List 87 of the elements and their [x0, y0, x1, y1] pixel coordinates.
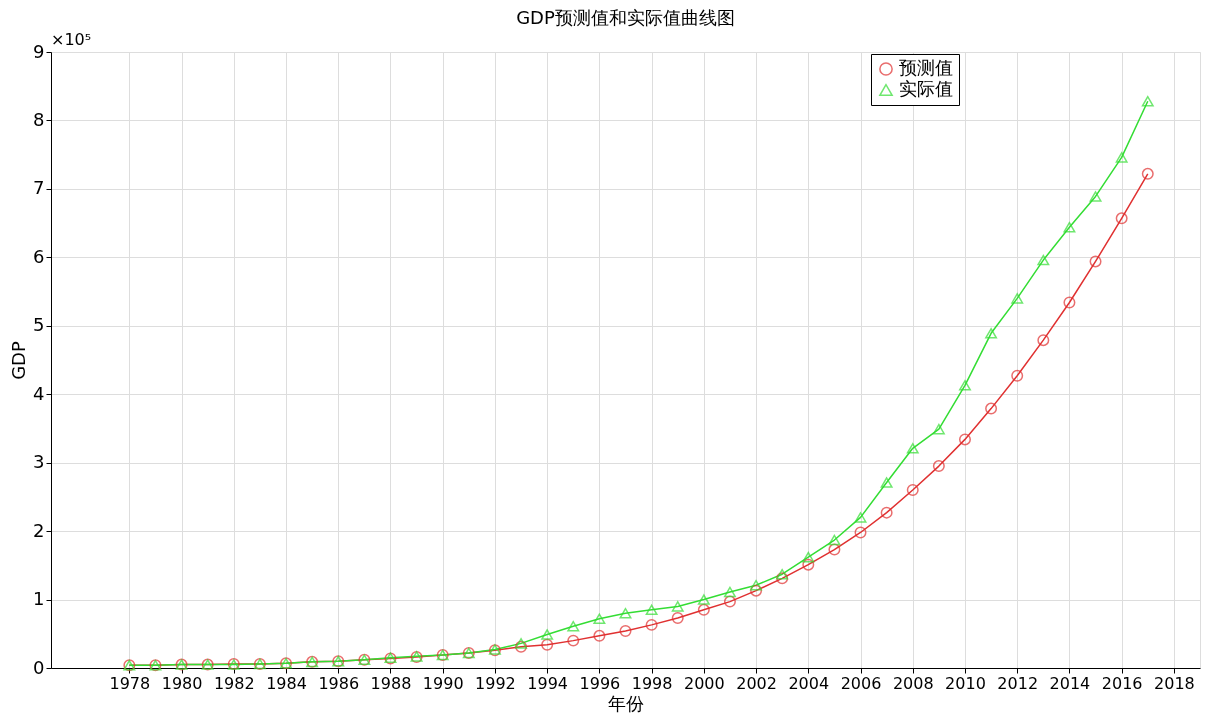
text: ×10⁵	[51, 30, 92, 49]
point	[880, 506, 893, 519]
point	[750, 584, 763, 597]
y-tick-label: 7	[33, 177, 45, 199]
point	[750, 579, 763, 591]
point	[1115, 212, 1128, 225]
point	[619, 625, 632, 638]
x-tick-label: 1978	[109, 673, 151, 693]
y-axis-title: GDP	[8, 341, 30, 380]
point	[645, 604, 658, 616]
y-tick-label: 4	[33, 382, 45, 404]
x-tick-label: 1990	[422, 673, 464, 693]
point	[1089, 191, 1102, 202]
x-tick-label: 2012	[997, 673, 1039, 693]
point	[1063, 296, 1076, 309]
point	[906, 443, 919, 454]
point	[880, 477, 893, 488]
point	[593, 613, 606, 625]
point	[515, 638, 528, 649]
point	[515, 640, 528, 653]
point	[906, 484, 919, 497]
point	[1037, 254, 1050, 266]
point	[1011, 293, 1024, 304]
point	[1063, 221, 1076, 233]
x-tick-label: 2008	[892, 673, 934, 693]
y-tick-label: 6	[33, 245, 45, 267]
legend-label: 预测值	[899, 57, 953, 78]
x-tick-label: 1992	[475, 673, 516, 693]
point	[697, 594, 710, 605]
point	[1115, 152, 1128, 163]
point	[671, 601, 684, 612]
point	[541, 638, 554, 651]
point	[1089, 255, 1102, 268]
x-axis-title: 年份	[608, 692, 644, 714]
point	[932, 423, 945, 435]
y-tick-label: 5	[33, 314, 45, 336]
point	[541, 629, 554, 640]
point	[567, 634, 580, 647]
point	[697, 603, 710, 616]
point	[723, 586, 736, 598]
y-tick-label: 8	[33, 108, 45, 130]
x-tick-label: 2016	[1101, 673, 1143, 693]
chart-title: GDP预测值和实际值曲线图	[516, 7, 735, 28]
x-tick-label: 2018	[1154, 673, 1195, 693]
point	[985, 328, 998, 339]
x-tick-label: 1982	[213, 673, 255, 693]
point	[593, 629, 606, 642]
x-tick-label: 1996	[579, 673, 621, 693]
point	[958, 380, 971, 391]
point	[1141, 167, 1154, 180]
x-tick-label: 2010	[945, 673, 986, 693]
y-tick-label: 9	[33, 40, 45, 62]
point	[1141, 95, 1154, 107]
point	[802, 551, 815, 563]
point	[671, 612, 684, 625]
y-tick-label: 2	[33, 519, 45, 541]
point	[645, 618, 658, 631]
point	[985, 402, 998, 415]
x-tick-label: 1986	[318, 673, 360, 693]
point	[1011, 369, 1024, 382]
point	[932, 460, 945, 473]
point	[567, 620, 580, 632]
point	[1037, 334, 1050, 347]
point	[776, 568, 789, 580]
x-tick-label: 2006	[840, 673, 882, 693]
point	[723, 595, 736, 608]
legend-label: 实际值	[899, 78, 953, 99]
point	[854, 512, 867, 523]
point	[958, 433, 971, 446]
x-tick-label: 2000	[683, 673, 725, 693]
y-tick-label: 0	[33, 656, 45, 678]
x-tick-label: 2004	[788, 673, 830, 693]
point	[854, 526, 867, 539]
x-tick-label: 1980	[161, 673, 203, 693]
x-tick-label: 1998	[631, 673, 673, 693]
point	[802, 558, 815, 571]
point	[619, 607, 632, 619]
x-tick-label: 2014	[1049, 673, 1091, 693]
x-tick-label: 2002	[736, 673, 777, 693]
point	[776, 572, 789, 585]
point	[828, 543, 841, 556]
y-tick-label: 1	[33, 588, 45, 610]
x-tick-label: 1994	[527, 673, 569, 693]
point	[828, 534, 841, 546]
y-tick-label: 3	[33, 451, 45, 473]
x-tick-label: 1984	[266, 673, 307, 693]
x-tick-label: 1988	[370, 673, 412, 693]
